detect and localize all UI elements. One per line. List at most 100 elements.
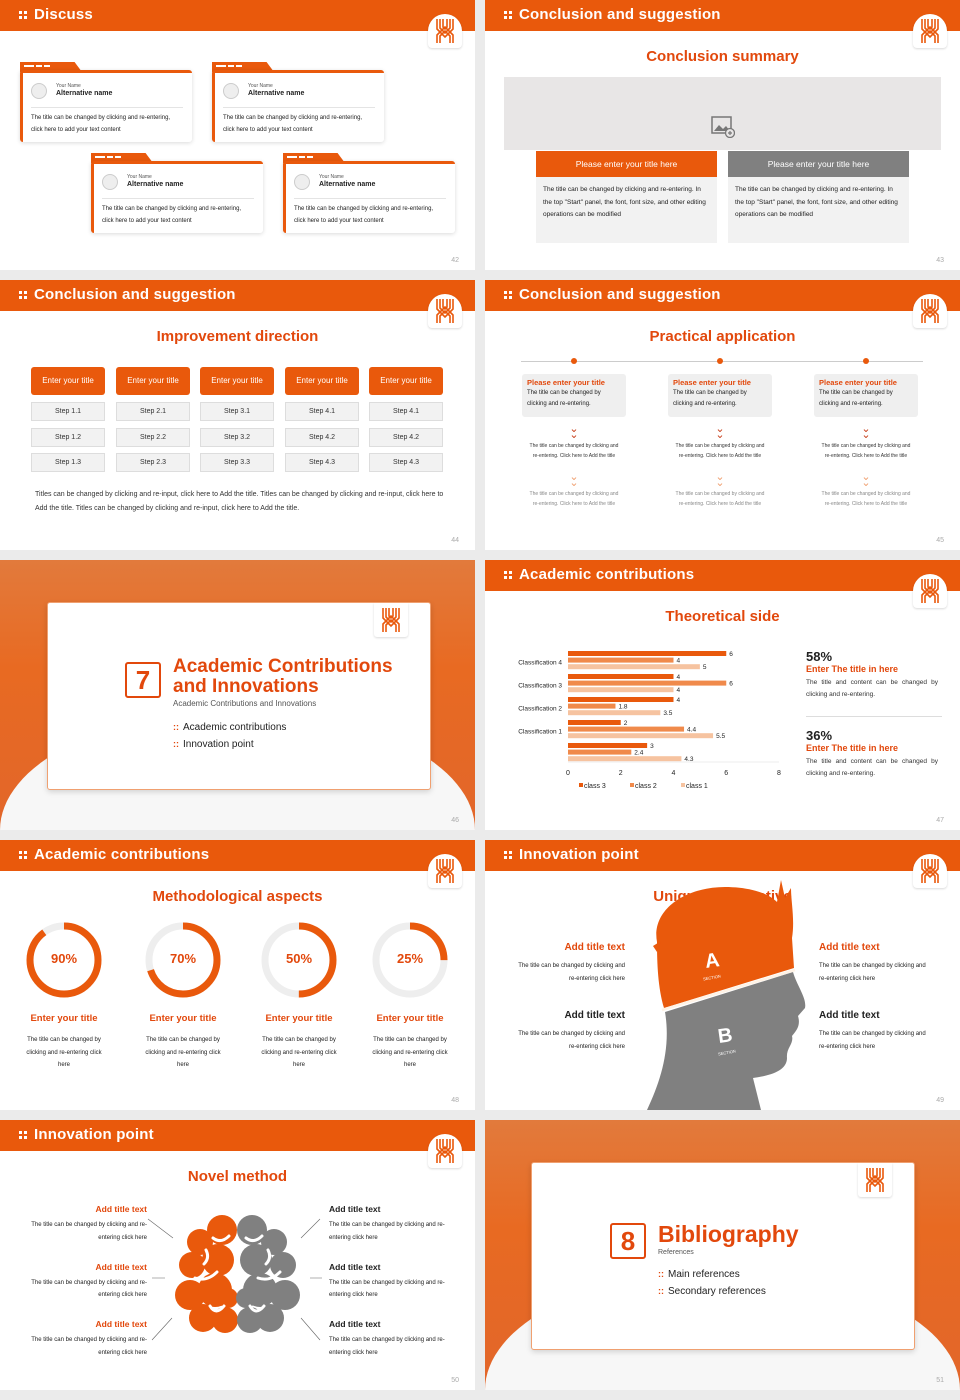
step-text: The title can be changed by clicking and…	[821, 491, 911, 507]
step-box[interactable]: Step 4.2	[285, 427, 359, 447]
bar	[568, 710, 661, 716]
slide-44[interactable]: Conclusion and suggestion Improvement di…	[0, 280, 475, 550]
legend-swatch	[579, 783, 583, 787]
slide-header: Conclusion and suggestion	[485, 280, 960, 311]
step-box[interactable]: Step 2.2	[116, 427, 190, 447]
data-label: 4	[677, 674, 681, 681]
name: Alternative name	[248, 90, 305, 97]
description-paragraph: Titles can be changed by clicking and re…	[35, 491, 444, 512]
slide-header: Conclusion and suggestion	[485, 0, 960, 31]
step-box[interactable]: Step 2.1	[116, 402, 190, 421]
column-header-button[interactable]: Enter your title	[200, 367, 274, 395]
head-section-a	[656, 880, 794, 1008]
step-box[interactable]: Step 3.3	[200, 453, 274, 472]
bullet-label: Main references	[668, 1269, 740, 1280]
bullet-item[interactable]: :: Main references	[658, 1269, 740, 1280]
bar	[568, 657, 674, 663]
chevron-down-icon: ⌄ ⌄	[715, 423, 725, 441]
step-box[interactable]: Step 3.2	[200, 427, 274, 447]
grid-dots-icon	[504, 11, 513, 20]
page-number: 42	[451, 257, 459, 264]
profile-card[interactable]: Your Name Alternative name The title can b…	[212, 62, 384, 142]
divider	[806, 716, 942, 717]
bullet-icon: ::	[173, 739, 179, 749]
progress-arc	[261, 922, 337, 998]
card-text: The title can be changed by clicking and…	[31, 115, 171, 133]
logo-icon	[913, 294, 947, 328]
step-box[interactable]: Step 1.3	[31, 453, 105, 472]
logo-icon	[428, 294, 462, 328]
progress-ring	[145, 922, 221, 998]
step-text: The title can be changed by clicking and…	[529, 443, 619, 459]
item-text: The title can be changed by clicking and…	[819, 963, 926, 982]
step-text: The title can be changed by clicking and…	[821, 443, 911, 459]
logo-icon	[428, 854, 462, 888]
step-box[interactable]: Step 1.1	[31, 402, 105, 421]
slide-46[interactable]: 7 Academic Contributions and Innovations…	[0, 560, 475, 830]
header-title: Conclusion and suggestion	[519, 286, 721, 303]
data-label: 1.8	[618, 704, 627, 711]
image-placeholder[interactable]	[504, 77, 941, 150]
item-text: The title can be changed by clicking and…	[329, 1279, 445, 1299]
column-header-button[interactable]: Enter your title	[369, 367, 443, 395]
chevron-down-icon: ⌄ ⌄	[861, 471, 871, 489]
slide-48[interactable]: Academic contributions Methodological as…	[0, 840, 475, 1110]
bullet-item[interactable]: :: Academic contributions	[173, 722, 286, 733]
column-header-button[interactable]: Enter your title	[116, 367, 190, 395]
card-tab	[212, 62, 274, 72]
title-bar[interactable]: Please enter your title here	[728, 151, 909, 177]
slide-50[interactable]: Innovation point Novel method Add title …	[0, 1120, 475, 1390]
stat-title: Enter The title in here	[806, 743, 899, 753]
step-box[interactable]: Step 4.3	[369, 453, 443, 472]
title-bar[interactable]: Please enter your title here	[536, 151, 717, 177]
progress-arc	[372, 922, 448, 998]
bar	[568, 664, 700, 670]
item-title: Enter your title	[30, 1013, 98, 1024]
profile-card[interactable]: Your Name Alternative name The title can b…	[20, 62, 192, 142]
slide-header: Innovation point	[485, 840, 960, 871]
item-text: The title can be changed by clicking and…	[31, 1222, 147, 1241]
avatar-image-icon	[223, 83, 239, 99]
profile-card[interactable]: Your Name Alternative name The title can b…	[283, 153, 455, 233]
step-box[interactable]: Step 4.2	[369, 427, 443, 447]
chevron-down-icon: ⌄ ⌄	[715, 471, 725, 489]
slide-header: Discuss	[0, 0, 475, 31]
timeline-dot	[571, 358, 577, 364]
step-box[interactable]: Step 2.3	[116, 453, 190, 472]
slide-45[interactable]: Conclusion and suggestion Practical appl…	[485, 280, 960, 550]
box-title: Please enter your title	[819, 378, 897, 387]
title-box[interactable]: Please enter your title The title can be …	[522, 374, 626, 417]
step-box[interactable]: Step 4.3	[285, 453, 359, 472]
progress-arc	[26, 922, 102, 998]
step-box[interactable]: Step 1.2	[31, 427, 105, 447]
column-header-button[interactable]: Enter your title	[285, 367, 359, 395]
step-box[interactable]: Step 3.1	[200, 402, 274, 421]
head-section-b	[647, 972, 806, 1110]
page-number: 46	[451, 817, 459, 824]
data-label: 4	[677, 658, 681, 665]
header-title: Conclusion and suggestion	[519, 6, 721, 23]
title-box[interactable]: Please enter your title The title can be …	[814, 374, 918, 417]
profile-card[interactable]: Your Name Alternative name The title can b…	[91, 153, 263, 233]
slide-43[interactable]: Conclusion and suggestion Conclusion sum…	[485, 0, 960, 270]
slide-42[interactable]: Discuss Your Name Alternative name The tit…	[0, 0, 475, 270]
step-box[interactable]: Step 4.1	[369, 402, 443, 421]
name: Alternative name	[56, 90, 113, 97]
item-title: Add title text	[95, 1204, 147, 1214]
step-box[interactable]: Step 4.1	[285, 402, 359, 421]
page-number: 49	[936, 1097, 944, 1104]
item-title: Enter your title	[149, 1013, 217, 1024]
bullet-item[interactable]: :: Secondary references	[658, 1286, 766, 1297]
slide-title: Theoretical side	[665, 608, 780, 625]
slide-51[interactable]: 8 Bibliography References :: Main referen…	[485, 1120, 960, 1390]
card-body: Your Name Alternative name The title can b…	[283, 161, 455, 233]
slide-47[interactable]: Academic contributions Theoretical side …	[485, 560, 960, 830]
slide-title: Methodological aspects	[152, 888, 323, 905]
slide-49[interactable]: Innovation point Unique perspective A SE…	[485, 840, 960, 1110]
step-text: The title can be changed by clicking and…	[675, 443, 765, 459]
card-text: The title can be changed by clicking and…	[102, 206, 242, 224]
step-text: The title can be changed by clicking and…	[675, 491, 765, 507]
column-header-button[interactable]: Enter your title	[31, 367, 105, 395]
title-box[interactable]: Please enter your title The title can be …	[668, 374, 772, 417]
bullet-item[interactable]: :: Innovation point	[173, 739, 254, 750]
